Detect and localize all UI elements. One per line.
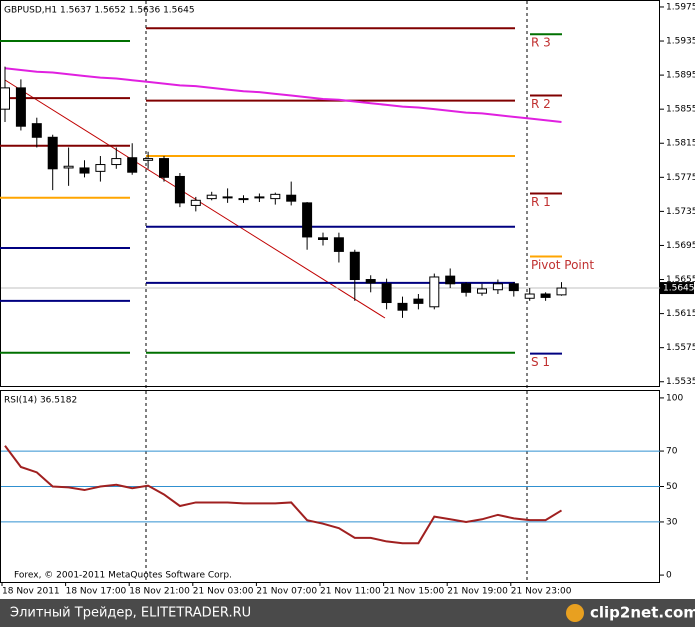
candle-body [190, 199, 201, 206]
candle-body [222, 196, 233, 199]
pivot-label: R 3 [531, 36, 551, 50]
y-tick-label: 0 [666, 571, 672, 581]
candle-body [540, 293, 551, 298]
candle-body [445, 275, 456, 285]
current-price-box [660, 282, 694, 295]
x-tick-label: 18 Nov 21:00 [129, 587, 190, 597]
candle-body [349, 251, 360, 281]
trend-line [4, 79, 386, 319]
x-tick-label: 21 Nov 15:00 [384, 587, 445, 597]
plot-layer: 1.5975 1.5935 1.5895 1.5855 1.5815 1.5775 1.57… [0, 2, 695, 597]
y-tick-label: 1.5895 [666, 71, 695, 81]
footer-text: Элитный Трейдер, ELITETRADER.RU [10, 606, 251, 621]
y-tick-label: 1.5775 [666, 173, 695, 183]
pivot-label: Pivot Point [531, 258, 594, 272]
y-tick-label: 1.5615 [666, 309, 695, 319]
x-tick-label: 21 Nov 07:00 [256, 587, 317, 597]
candle-body [31, 123, 42, 138]
y-tick-label: 70 [666, 447, 678, 457]
candle-body [333, 237, 344, 252]
y-tick-label: 30 [666, 517, 678, 527]
y-tick-label: 1.5975 [666, 2, 695, 12]
candle-body [174, 175, 185, 204]
candle-body [95, 164, 106, 172]
y-tick-label: 100 [666, 393, 683, 403]
logo-icon [566, 604, 584, 622]
candle-body [111, 158, 122, 166]
candle-body [365, 279, 376, 284]
moving-average [4, 67, 562, 123]
candle-body [413, 298, 424, 304]
candle-body [381, 283, 392, 304]
candle-body [508, 283, 519, 292]
x-tick-label: 21 Nov 03:00 [193, 587, 254, 597]
candle-body [238, 198, 249, 201]
candle-body [318, 237, 328, 240]
y-tick-label: 1.5575 [666, 343, 695, 353]
candle-body [524, 293, 535, 299]
rsi-title: RSI(14) 36.5182 [4, 396, 77, 406]
candle-body [79, 167, 90, 174]
candle-body [0, 87, 10, 110]
candle-body [15, 87, 26, 127]
x-tick-label: 21 Nov 11:00 [320, 587, 381, 597]
candle-body [556, 287, 567, 296]
candle-body [477, 288, 487, 294]
rsi-line [4, 445, 563, 545]
pivot-label: R 1 [531, 195, 551, 209]
candle-body [63, 165, 74, 169]
candle-body [286, 194, 297, 202]
x-tick-label: 18 Nov 17:00 [66, 587, 127, 597]
y-tick-label: 1.5535 [666, 377, 695, 387]
candle-body [397, 302, 408, 311]
current-price-label: 1.5645 [663, 284, 695, 294]
candle-body [492, 283, 503, 291]
y-tick-label: 1.5855 [666, 105, 695, 115]
candle-body [143, 158, 154, 161]
y-tick-label: 1.5815 [666, 139, 695, 149]
y-tick-label: 1.5735 [666, 207, 695, 217]
x-tick-label: 21 Nov 19:00 [447, 587, 508, 597]
y-tick-label: 1.5695 [666, 241, 695, 251]
candle-body [461, 283, 472, 293]
candle-body [47, 136, 58, 170]
candle-body [254, 196, 265, 199]
candle-body [429, 276, 440, 308]
chart-title: GBPUSD,H1 1.5637 1.5652 1.5636 1.5645 [4, 6, 195, 16]
candle-body [127, 157, 138, 173]
x-tick-label: 18 Nov 2011 [2, 587, 60, 597]
candle-body [302, 202, 313, 238]
footer: Элитный Трейдер, ELITETRADER.RU clip2net… [0, 599, 695, 627]
copyright: Forex, © 2001-2011 MetaQuotes Software C… [14, 571, 232, 581]
pivot-label: R 2 [531, 97, 551, 111]
candle-body [206, 194, 217, 200]
y-tick-label: 50 [666, 482, 678, 492]
logo: clip2net.com [590, 604, 695, 622]
candle-body [159, 158, 169, 178]
x-tick-label: 21 Nov 23:00 [511, 587, 572, 597]
y-tick-label: 1.5655 [666, 275, 695, 285]
y-tick-label: 1.5935 [666, 37, 695, 47]
pivot-label: S 1 [531, 355, 550, 369]
candle-body [270, 193, 281, 200]
